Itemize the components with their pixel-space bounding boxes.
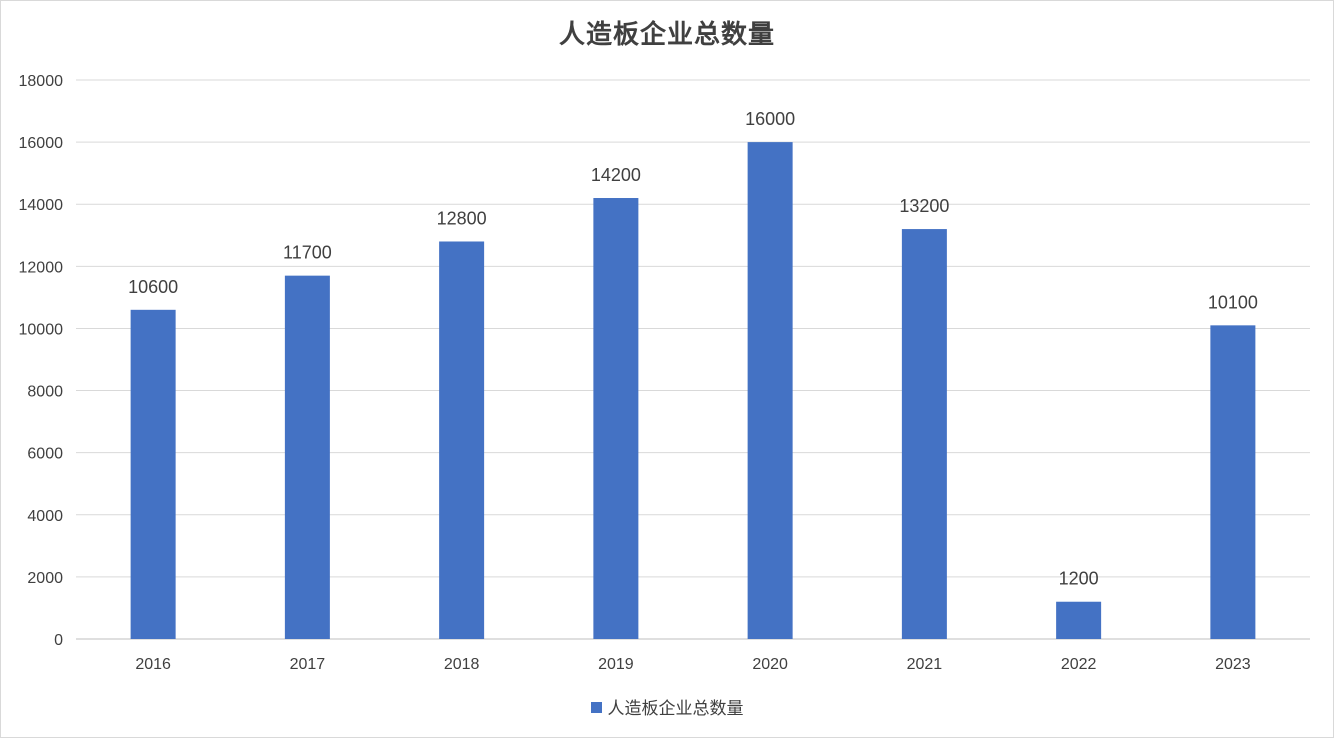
data-label: 11700 [283, 243, 332, 263]
bar [1056, 601, 1102, 639]
bar [1210, 325, 1256, 639]
x-tick-label: 2019 [598, 656, 634, 673]
x-tick-label: 2023 [1215, 656, 1251, 673]
data-label: 12800 [437, 208, 487, 228]
y-tick-label: 10000 [19, 321, 64, 338]
chart-title: 人造板企业总数量 [558, 20, 775, 50]
legend-swatch [590, 702, 602, 713]
y-tick-label: 14000 [19, 197, 64, 214]
x-tick-label: 2020 [752, 656, 788, 673]
bar [901, 229, 947, 640]
y-tick-label: 6000 [27, 446, 63, 463]
bar [130, 309, 176, 639]
x-tick-label: 2018 [444, 656, 480, 673]
x-tick-label: 2022 [1061, 656, 1097, 673]
y-tick-label: 2000 [27, 570, 63, 587]
bar [747, 142, 793, 639]
data-label: 14200 [591, 165, 641, 185]
data-label: 10100 [1208, 292, 1258, 312]
y-tick-label: 12000 [19, 259, 64, 276]
data-label: 13200 [899, 196, 949, 216]
data-label: 1200 [1059, 569, 1099, 589]
x-tick-label: 2016 [135, 656, 171, 673]
legend-label: 人造板企业总数量 [607, 699, 744, 719]
y-tick-label: 16000 [19, 135, 64, 152]
legend: 人造板企业总数量 [0, 694, 1334, 719]
x-tick-label: 2021 [907, 656, 943, 673]
data-label: 10600 [128, 277, 178, 297]
data-label: 16000 [745, 109, 795, 129]
bar [439, 241, 485, 639]
y-tick-label: 18000 [19, 73, 64, 90]
y-tick-label: 8000 [27, 384, 63, 401]
bar [593, 198, 639, 639]
x-tick-label: 2017 [290, 656, 326, 673]
y-tick-label: 0 [54, 632, 63, 649]
y-tick-label: 4000 [27, 508, 63, 525]
bar [284, 275, 330, 639]
